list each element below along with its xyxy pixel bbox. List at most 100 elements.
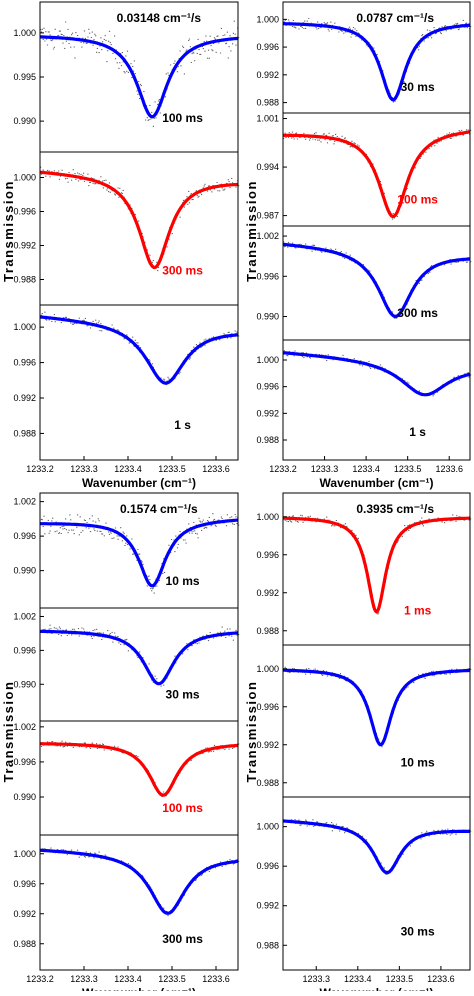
y-tick-label: 0.996 [13, 645, 36, 655]
x-tick-label: 1233.2 [26, 974, 54, 984]
x-tick-label: 1233.5 [386, 974, 414, 984]
y-tick-label: 0.988 [256, 435, 279, 445]
y-tick-label: 0.990 [256, 312, 279, 322]
panel-label: 30 ms [166, 687, 200, 701]
y-tick-label: 1.000 [13, 322, 36, 332]
y-tick-label: 1.000 [256, 14, 279, 24]
y-tick-label: 0.990 [13, 792, 36, 802]
fit-curve-2-0 [40, 518, 239, 588]
rate-label: 0.1574 cm⁻¹/s [120, 502, 198, 516]
y-tick-label: 0.992 [256, 588, 279, 598]
y-tick-label: 0.990 [13, 566, 36, 576]
y-tick-label: 0.992 [13, 909, 36, 919]
x-tick-label: 1233.4 [114, 974, 142, 984]
y-tick-label: 0.992 [256, 70, 279, 80]
fit-curve-1-0 [282, 22, 471, 102]
fit-curve-0-2 [39, 315, 239, 385]
data-points-3-2 [283, 818, 472, 875]
data-points-0-0 [40, 20, 240, 127]
panel-label: 1 s [174, 418, 191, 432]
fit-curve-0-0 [40, 35, 239, 119]
y-tick-label: 0.996 [13, 531, 36, 541]
panel-label: 100 ms [162, 111, 203, 125]
rate-label: 0.3935 cm⁻¹/s [356, 502, 434, 516]
y-tick-label: 1.000 [256, 512, 279, 522]
y-tick-label: 0.996 [256, 550, 279, 560]
y-tick-label: 0.992 [256, 740, 279, 750]
x-axis-title: Wavenumber (cm⁻¹) [82, 476, 196, 490]
y-tick-label: 0.992 [256, 901, 279, 911]
x-tick-label: 1233.4 [352, 464, 380, 474]
x-tick-label: 1233.5 [394, 464, 422, 474]
data-points-3-0 [283, 514, 472, 615]
fit-curve-3-0 [282, 516, 471, 614]
plot-frame-2 [39, 492, 239, 971]
y-tick-label: 0.996 [13, 879, 36, 889]
y-tick-label: 1.002 [13, 611, 36, 621]
x-tick-label: 1233.2 [26, 464, 54, 474]
x-tick-label: 1233.4 [344, 974, 372, 984]
y-tick-label: 1.000 [13, 173, 36, 183]
x-tick-label: 1233.6 [202, 464, 230, 474]
y-tick-label: 0.996 [256, 42, 279, 52]
y-tick-label: 0.996 [13, 358, 36, 368]
fit-curve-0-1 [39, 170, 239, 270]
x-tick-label: 1233.3 [70, 974, 98, 984]
y-axis-title: Transmission [244, 681, 259, 783]
y-tick-label: 0.988 [13, 275, 36, 285]
x-axis-title: Wavenumber (cm⁻¹) [82, 986, 196, 991]
rate-label: 0.03148 cm⁻¹/s [117, 11, 202, 25]
panel-label: 300 ms [162, 263, 203, 277]
y-tick-label: 0.996 [256, 382, 279, 392]
y-tick-label: 0.988 [13, 939, 36, 949]
y-tick-label: 0.996 [256, 702, 279, 712]
y-tick-label: 1.002 [256, 231, 279, 241]
y-axis-title: Transmission [1, 180, 16, 282]
fit-curve-3-1 [283, 668, 471, 747]
fit-curve-1-1 [283, 130, 471, 219]
panel-label: 10 ms [166, 574, 200, 588]
y-tick-label: 1.000 [13, 28, 36, 38]
y-tick-label: 0.994 [256, 162, 279, 172]
y-tick-label: 0.988 [256, 98, 279, 108]
y-tick-label: 0.990 [13, 679, 36, 689]
data-points-0-1 [40, 166, 240, 272]
x-tick-label: 1233.6 [435, 464, 463, 474]
fit-curve-2-2 [40, 742, 239, 797]
y-tick-label: 0.988 [256, 626, 279, 636]
panel-label: 10 ms [401, 756, 435, 770]
y-tick-label: 1.000 [13, 849, 36, 859]
x-tick-label: 1233.4 [114, 464, 142, 474]
x-tick-label: 1233.5 [158, 974, 186, 984]
y-tick-label: 0.988 [256, 778, 279, 788]
y-tick-label: 0.992 [13, 241, 36, 251]
y-tick-label: 0.996 [13, 757, 36, 767]
rate-label: 0.0787 cm⁻¹/s [356, 11, 434, 25]
y-tick-label: 0.996 [13, 207, 36, 217]
plot-frame-0 [39, 1, 239, 461]
x-tick-label: 1233.6 [427, 974, 455, 984]
panel-label: 300 ms [162, 932, 203, 946]
y-tick-label: 0.987 [256, 211, 279, 221]
y-tick-label: 0.995 [13, 72, 36, 82]
y-tick-label: 1.000 [256, 822, 279, 832]
x-axis-title: Wavenumber (cm⁻¹) [320, 986, 434, 991]
y-tick-label: 0.992 [13, 393, 36, 403]
fit-curve-2-3 [39, 848, 239, 915]
y-tick-label: 1.002 [13, 497, 36, 507]
panel-label: 1 ms [404, 604, 432, 618]
x-tick-label: 1233.2 [269, 464, 297, 474]
x-tick-label: 1233.5 [158, 464, 186, 474]
panel-label: 1 s [409, 425, 426, 439]
panel-label: 100 ms [397, 192, 438, 206]
x-tick-label: 1233.3 [70, 464, 98, 474]
fit-curve-3-2 [282, 819, 470, 875]
x-tick-label: 1233.6 [202, 974, 230, 984]
y-tick-label: 0.996 [256, 861, 279, 871]
y-tick-label: 0.988 [13, 428, 36, 438]
data-points-2-3 [40, 847, 240, 917]
data-points-1-2 [283, 241, 472, 319]
plot-frame-1 [282, 1, 471, 461]
